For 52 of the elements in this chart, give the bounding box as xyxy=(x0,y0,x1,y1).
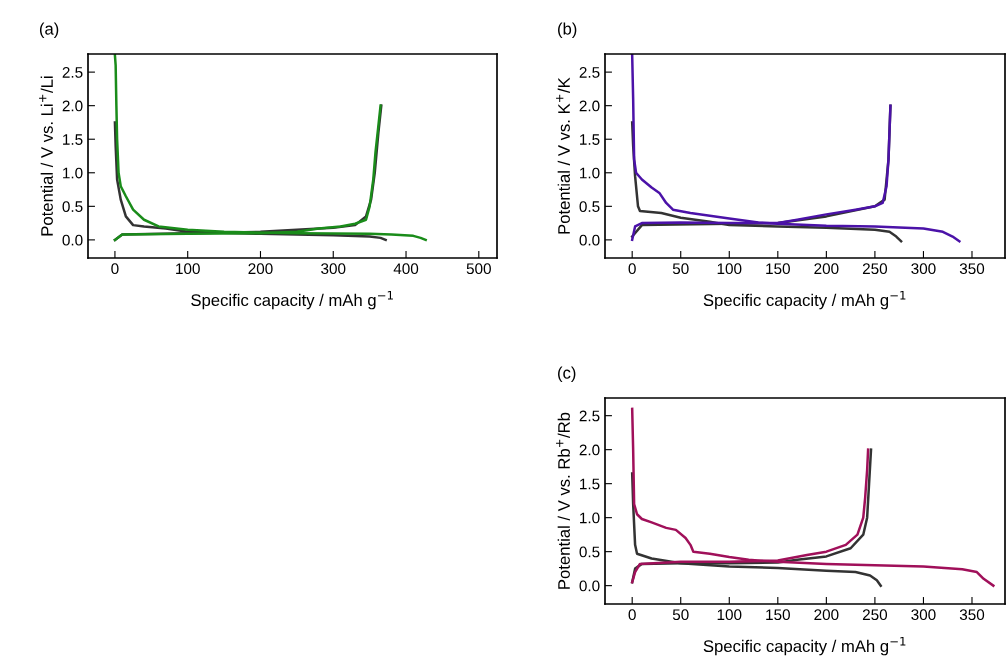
line-series xyxy=(630,407,995,587)
y-tick-label: 2.0 xyxy=(62,100,83,112)
x-tick-label: 300 xyxy=(911,609,936,621)
x-tick-label: 150 xyxy=(766,609,790,621)
y-tick-label: 2.0 xyxy=(579,100,600,112)
line-series xyxy=(113,54,427,242)
y-tick-label: 2.5 xyxy=(579,410,600,422)
x-tick-label: 0 xyxy=(111,263,119,275)
y-axis-title: Potential / V vs. K$^{+}$/K xyxy=(556,77,570,234)
x-axis-title: Specific capacity / mAh g$^{−1}$ xyxy=(703,290,906,310)
line-series xyxy=(630,54,961,243)
y-tick-label: 0.5 xyxy=(579,201,600,213)
x-tick-label: 500 xyxy=(466,263,491,275)
y-axis-title: Potential / V vs. Rb$^{+}$/Rb xyxy=(556,412,570,589)
y-tick-label: 0.0 xyxy=(579,580,600,592)
x-tick-label: 200 xyxy=(814,263,839,275)
x-axis-title: Specific capacity / mAh g$^{−1}$ xyxy=(703,636,906,656)
chart-title: (b) xyxy=(558,22,577,39)
chart-title: (c) xyxy=(558,366,576,383)
y-tick-label: 0.0 xyxy=(62,234,83,246)
x-tick-label: 350 xyxy=(959,609,985,621)
x-tick-label: 250 xyxy=(862,263,888,275)
y-tick-label: 1.5 xyxy=(63,134,83,145)
y-tick-label: 0.0 xyxy=(579,234,600,246)
y-tick-label: 0.5 xyxy=(62,201,83,213)
x-tick-label: 100 xyxy=(176,263,200,275)
y-tick-label: 2.5 xyxy=(62,66,83,78)
x-tick-label: 50 xyxy=(672,263,689,275)
x-tick-label: 100 xyxy=(717,609,742,621)
x-tick-label: 50 xyxy=(672,609,689,621)
y-tick-label: 1.0 xyxy=(580,512,600,524)
y-tick-label: 1.0 xyxy=(63,167,83,179)
x-tick-label: 350 xyxy=(959,263,985,275)
y-tick-label: 0.5 xyxy=(579,546,600,558)
y-tick-label: 2.5 xyxy=(579,66,600,78)
y-tick-label: 1.0 xyxy=(580,167,600,179)
x-tick-label: 300 xyxy=(911,263,936,275)
chart-title: (a) xyxy=(39,22,59,39)
x-tick-label: 100 xyxy=(717,263,742,275)
x-tick-label: 300 xyxy=(321,263,346,275)
x-tick-label: 200 xyxy=(248,263,273,275)
x-tick-label: 150 xyxy=(766,263,790,275)
y-tick-label: 1.5 xyxy=(580,478,600,490)
x-axis-title: Specific capacity / mAh g$^{−1}$ xyxy=(191,290,393,310)
y-axis-title: Potential / V vs. Li$^{+}$/Li xyxy=(39,76,53,236)
x-tick-label: 0 xyxy=(628,263,636,275)
y-tick-label: 1.5 xyxy=(580,134,600,145)
x-tick-label: 400 xyxy=(393,263,419,275)
x-tick-label: 0 xyxy=(628,609,636,621)
x-tick-label: 250 xyxy=(862,609,888,621)
y-tick-label: 2.0 xyxy=(579,444,600,456)
x-tick-label: 200 xyxy=(814,609,839,621)
